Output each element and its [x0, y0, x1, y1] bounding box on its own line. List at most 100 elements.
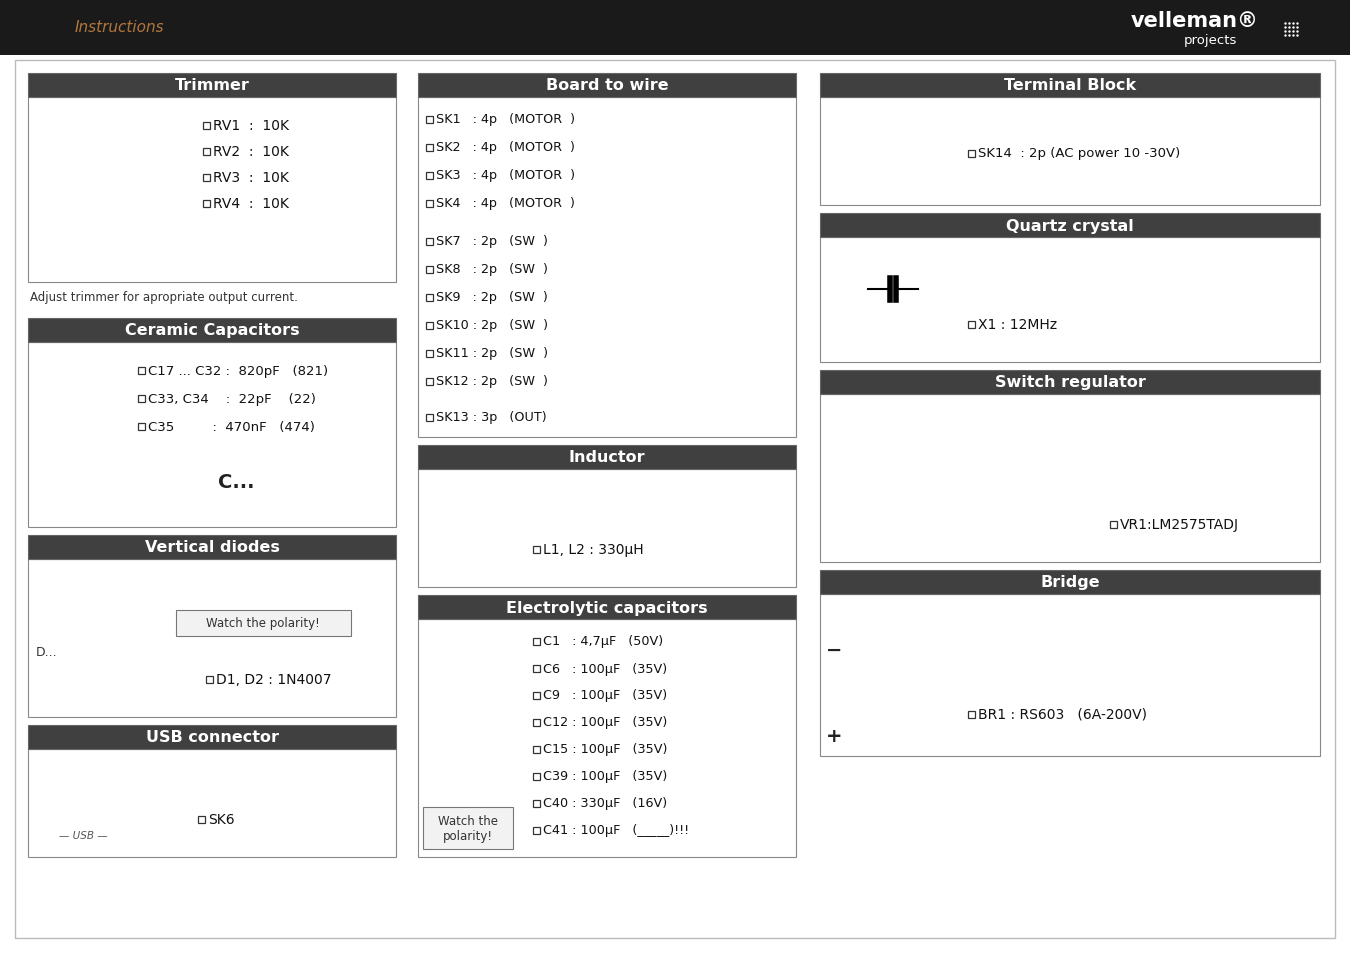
Bar: [819, 98, 1320, 206]
Bar: [1110, 521, 1116, 528]
Text: C40 : 330μF   (16V): C40 : 330μF (16V): [543, 797, 667, 810]
Bar: [819, 213, 1320, 237]
Text: SK13 : 3p   (OUT): SK13 : 3p (OUT): [436, 411, 547, 424]
Bar: [28, 343, 396, 527]
Bar: [427, 116, 433, 123]
Text: VR1:LM2575TADJ: VR1:LM2575TADJ: [1120, 517, 1239, 532]
Text: Bridge: Bridge: [1041, 575, 1100, 590]
Bar: [0, 0, 1350, 56]
Bar: [427, 144, 433, 152]
Bar: [427, 172, 433, 179]
Text: C6   : 100μF   (35V): C6 : 100μF (35V): [543, 661, 667, 675]
Bar: [427, 322, 433, 329]
Bar: [202, 174, 211, 181]
Bar: [427, 266, 433, 274]
Text: RV3  :  10K: RV3 : 10K: [213, 171, 289, 185]
Text: C15 : 100μF   (35V): C15 : 100μF (35V): [543, 742, 667, 756]
Text: SK6: SK6: [208, 812, 235, 826]
Text: BR1 : RS603   (6A-200V): BR1 : RS603 (6A-200V): [977, 707, 1148, 721]
Bar: [427, 200, 433, 208]
Bar: [533, 638, 540, 645]
Bar: [819, 595, 1320, 757]
Text: SK12 : 2p   (SW  ): SK12 : 2p (SW ): [436, 375, 548, 388]
Bar: [418, 98, 796, 437]
Text: Instructions: Instructions: [76, 20, 165, 35]
Bar: [138, 423, 144, 430]
Text: RV4  :  10K: RV4 : 10K: [213, 196, 289, 211]
Text: Trimmer: Trimmer: [174, 78, 250, 93]
Bar: [28, 559, 396, 718]
Bar: [28, 318, 396, 343]
Bar: [418, 446, 796, 470]
Text: — USB —: — USB —: [58, 830, 107, 841]
Bar: [28, 536, 396, 559]
Text: SK8   : 2p   (SW  ): SK8 : 2p (SW ): [436, 263, 548, 276]
Text: Adjust trimmer for apropriate output current.: Adjust trimmer for apropriate output cur…: [30, 291, 298, 303]
Bar: [968, 321, 975, 328]
Text: SK11 : 2p   (SW  ): SK11 : 2p (SW ): [436, 347, 548, 360]
Text: Electrolytic capacitors: Electrolytic capacitors: [506, 599, 707, 615]
Text: −: −: [826, 639, 842, 659]
Text: C17 ... C32 :  820pF   (821): C17 ... C32 : 820pF (821): [148, 364, 328, 377]
Bar: [418, 596, 796, 619]
Bar: [202, 149, 211, 155]
Bar: [28, 74, 396, 98]
Text: projects: projects: [1184, 33, 1237, 47]
Text: Watch the
polarity!: Watch the polarity!: [437, 814, 498, 842]
Text: C41 : 100μF   (_____)!!!: C41 : 100μF (_____)!!!: [543, 823, 688, 837]
Text: L1, L2 : 330μH: L1, L2 : 330μH: [543, 542, 644, 557]
Text: D1, D2 : 1N4007: D1, D2 : 1N4007: [216, 672, 332, 686]
Text: Terminal Block: Terminal Block: [1004, 78, 1137, 93]
Text: C1   : 4,7μF   (50V): C1 : 4,7μF (50V): [543, 635, 663, 648]
Bar: [423, 807, 513, 849]
Bar: [427, 350, 433, 357]
Bar: [138, 395, 144, 402]
Bar: [533, 826, 540, 834]
Text: SK4   : 4p   (MOTOR  ): SK4 : 4p (MOTOR ): [436, 197, 575, 211]
Text: RV2  :  10K: RV2 : 10K: [213, 145, 289, 159]
Bar: [418, 619, 796, 857]
Text: Watch the polarity!: Watch the polarity!: [207, 617, 320, 630]
Bar: [427, 414, 433, 421]
Bar: [533, 800, 540, 806]
Text: velleman®: velleman®: [1131, 11, 1260, 31]
Bar: [418, 470, 796, 587]
Bar: [533, 546, 540, 553]
Bar: [427, 378, 433, 385]
Text: C33, C34    :  22pF    (22): C33, C34 : 22pF (22): [148, 392, 316, 405]
Bar: [968, 151, 975, 157]
Bar: [418, 74, 796, 98]
Text: SK2   : 4p   (MOTOR  ): SK2 : 4p (MOTOR ): [436, 141, 575, 154]
Bar: [968, 711, 975, 718]
Bar: [819, 237, 1320, 363]
Text: +: +: [826, 727, 842, 745]
Bar: [533, 692, 540, 699]
Text: C...: C...: [217, 473, 255, 492]
Bar: [202, 200, 211, 208]
Text: Inductor: Inductor: [568, 450, 645, 465]
Bar: [176, 610, 351, 637]
Text: Vertical diodes: Vertical diodes: [144, 540, 279, 555]
Bar: [28, 749, 396, 857]
Bar: [427, 238, 433, 245]
Bar: [819, 395, 1320, 562]
Bar: [533, 665, 540, 672]
Text: C35         :  470nF   (474): C35 : 470nF (474): [148, 420, 315, 433]
Text: SK14  : 2p (AC power 10 -30V): SK14 : 2p (AC power 10 -30V): [977, 148, 1180, 160]
Bar: [819, 571, 1320, 595]
Text: C39 : 100μF   (35V): C39 : 100μF (35V): [543, 770, 667, 782]
Bar: [427, 294, 433, 301]
Text: RV1  :  10K: RV1 : 10K: [213, 119, 289, 132]
Bar: [207, 676, 213, 682]
Bar: [202, 122, 211, 130]
Text: SK9   : 2p   (SW  ): SK9 : 2p (SW ): [436, 292, 548, 304]
Bar: [28, 98, 396, 283]
Text: Board to wire: Board to wire: [545, 78, 668, 93]
Text: SK10 : 2p   (SW  ): SK10 : 2p (SW ): [436, 319, 548, 333]
Text: SK1   : 4p   (MOTOR  ): SK1 : 4p (MOTOR ): [436, 113, 575, 127]
Bar: [533, 773, 540, 780]
Text: C12 : 100μF   (35V): C12 : 100μF (35V): [543, 716, 667, 729]
Text: Quartz crystal: Quartz crystal: [1006, 218, 1134, 233]
Text: Switch regulator: Switch regulator: [995, 375, 1145, 390]
Bar: [198, 816, 205, 822]
